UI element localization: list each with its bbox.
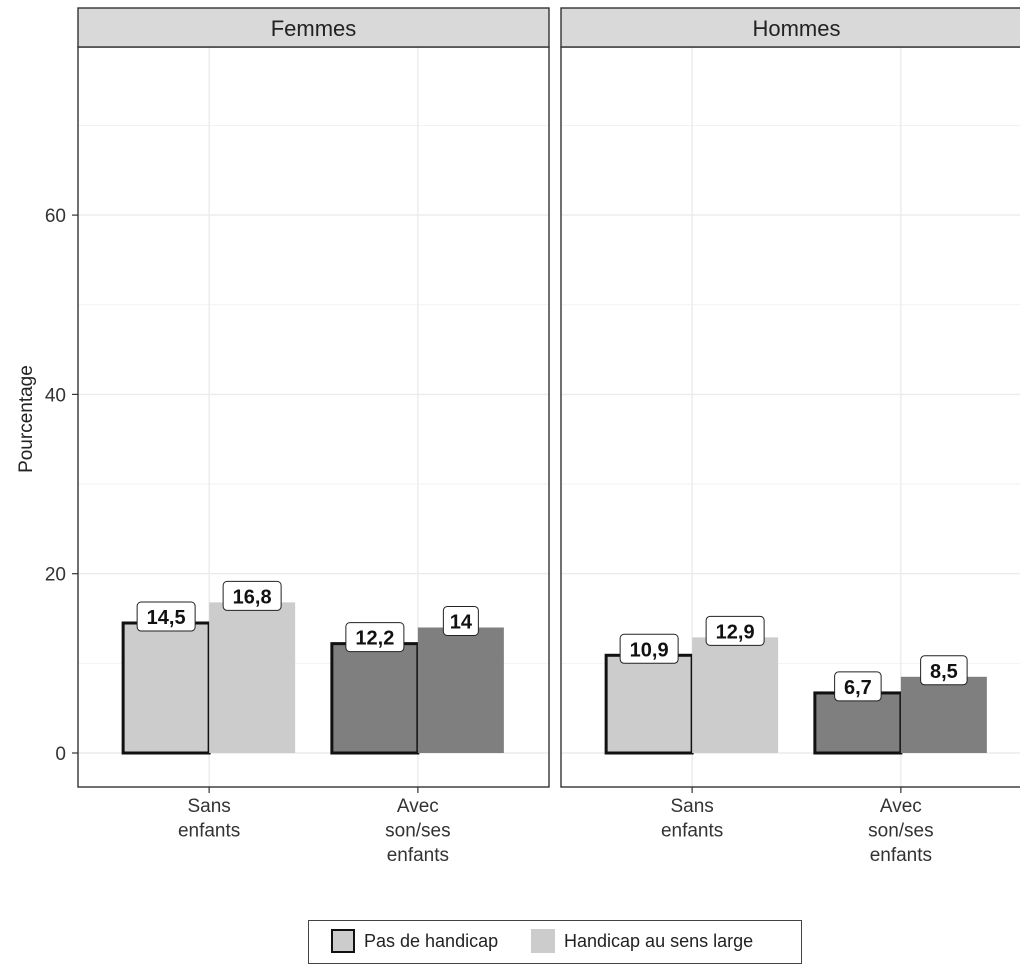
bar-pas-de-handicap (121, 621, 211, 755)
data-label-box (345, 622, 405, 653)
bar-pas-de-handicap (604, 653, 694, 755)
data-label: 14,5 (136, 601, 196, 632)
bar-pas-de-handicap (813, 691, 903, 755)
x-tick-label: Avec son/ses enfants (385, 796, 450, 866)
data-label-text: 14 (450, 611, 473, 633)
y-tick-label: 20 (45, 565, 66, 586)
facet-strip (560, 7, 1020, 48)
legend-swatch-pas-de-handicap (331, 929, 355, 953)
data-label: 10,9 (619, 633, 679, 664)
data-label-text: 6,7 (844, 677, 872, 699)
data-label-text: 14,5 (147, 607, 186, 629)
facet-title: Femmes (271, 16, 357, 41)
bar-pas-de-handicap (330, 642, 420, 755)
facet-panel-femmes: 14,5 16,8 Sans enfants 12,2 14 Avec son/ses enfa… (77, 7, 550, 866)
data-label-box (136, 601, 196, 632)
data-label-text: 10,9 (630, 639, 669, 661)
data-label-text: 16,8 (233, 586, 272, 608)
y-axis-title: Pourcentage (16, 365, 37, 473)
data-label-text: 8,5 (930, 661, 958, 683)
legend-swatch-handicap-au-sens-large (531, 929, 555, 953)
data-label: 6,7 (834, 671, 882, 702)
legend-label-pas-de-handicap: Pas de handicap (364, 930, 499, 951)
y-tick-label: 0 (55, 744, 66, 765)
legend-label-handicap-au-sens-large: Handicap au sens large (564, 930, 754, 951)
bar-handicap-au-sens-large (209, 602, 296, 753)
data-label: 8,5 (920, 655, 968, 686)
bar-handicap-au-sens-large (417, 627, 504, 753)
data-label-box (834, 671, 882, 702)
data-label-box (222, 580, 282, 611)
data-label-box (920, 655, 968, 686)
x-tick-label: Avec son/ses enfants (868, 796, 933, 866)
x-tick-label: Sans enfants (178, 796, 240, 842)
data-label-box (442, 605, 479, 636)
data-label-text: 12,9 (716, 621, 755, 643)
data-label-box (705, 615, 765, 646)
bar-handicap-au-sens-large (900, 676, 987, 753)
data-label: 12,9 (705, 615, 765, 646)
facet-panel-hommes: 10,9 12,9 Sans enfants 6,7 8,5 Avec son/ses enfa… (560, 7, 1020, 866)
data-label-box (619, 633, 679, 664)
y-tick-label: 40 (45, 385, 66, 406)
facet-strip (77, 7, 550, 48)
data-label: 14 (442, 605, 479, 636)
legend-item-pas-de-handicap: Pas de handicap (331, 929, 498, 953)
x-tick-label: Sans enfants (661, 796, 723, 842)
data-label: 16,8 (222, 580, 282, 611)
facet-title: Hommes (752, 16, 840, 41)
bar-handicap-au-sens-large (692, 637, 779, 753)
data-label-text: 12,2 (355, 628, 394, 650)
y-tick-label: 60 (45, 206, 66, 227)
legend-item-handicap-au-sens-large: Handicap au sens large (531, 929, 753, 953)
chart-legend: Pas de handicap Handicap au sens large (308, 920, 802, 964)
data-label: 12,2 (345, 622, 405, 653)
